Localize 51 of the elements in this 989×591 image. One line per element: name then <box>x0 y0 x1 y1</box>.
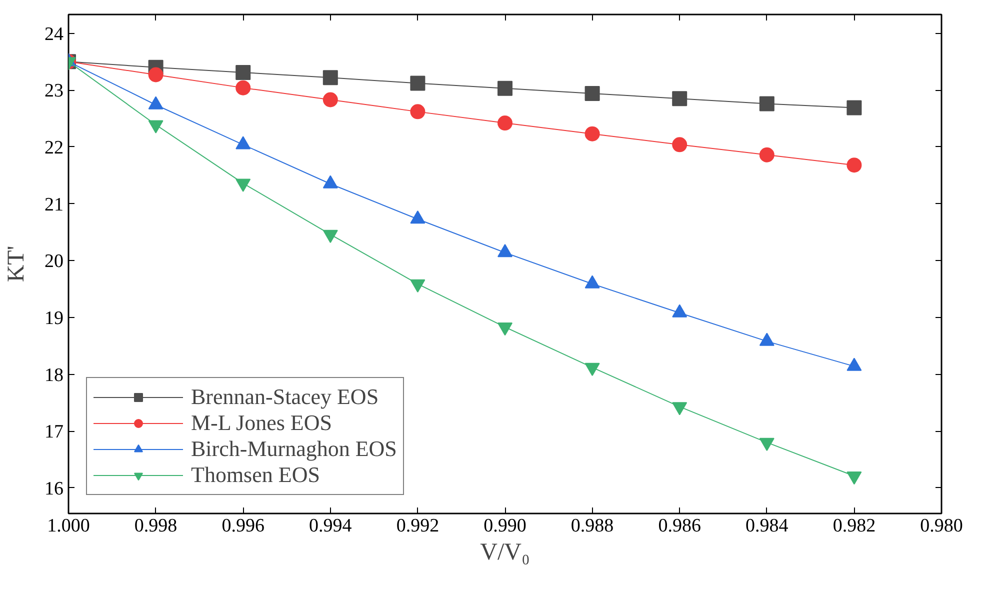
y-tick-label: 16 <box>44 478 64 500</box>
point <box>759 96 774 112</box>
x-tick-label: 0.986 <box>658 516 701 536</box>
point <box>846 158 862 173</box>
legend-label: Thomsen EOS <box>191 462 320 488</box>
x-tick-label: 0.980 <box>920 516 963 536</box>
legend-label: Brennan-Stacey EOS <box>191 384 379 410</box>
point <box>672 137 688 152</box>
x-tick-label: 1.000 <box>47 516 90 536</box>
point <box>584 362 600 376</box>
point <box>584 86 600 101</box>
y-axis-title: KT' <box>4 246 30 282</box>
y-tick-label: 19 <box>44 308 64 329</box>
point <box>672 402 688 416</box>
point <box>236 64 251 80</box>
point <box>846 100 862 116</box>
y-tick-label: 18 <box>44 364 64 386</box>
point <box>322 92 338 108</box>
point <box>672 91 688 106</box>
x-tick-label: 0.994 <box>309 516 352 536</box>
point <box>498 116 512 131</box>
y-tick-label: 17 <box>44 422 64 443</box>
y-tick-label: 20 <box>44 251 64 272</box>
point <box>236 80 251 96</box>
x-tick-label: 0.992 <box>396 516 440 536</box>
legend-label: M-L Jones EOS <box>191 410 332 436</box>
point <box>236 178 251 192</box>
x-tick-label: 0.990 <box>484 516 526 536</box>
x-tick-label: 0.988 <box>570 516 614 536</box>
point <box>410 279 426 292</box>
point <box>148 67 164 82</box>
point <box>410 104 426 120</box>
y-tick-label: 23 <box>44 80 64 102</box>
x-tick-label: 0.984 <box>746 516 789 536</box>
x-tick-label: 0.982 <box>832 516 876 536</box>
point <box>759 147 774 162</box>
y-tick-label: 24 <box>44 24 64 45</box>
point <box>584 126 600 142</box>
point <box>759 438 774 452</box>
x-tick-label: 0.998 <box>134 516 178 536</box>
point <box>322 230 338 244</box>
y-tick-label: 21 <box>44 194 64 216</box>
x-axis-title: V/V₀ <box>480 540 530 566</box>
point <box>846 471 862 485</box>
point <box>498 322 512 336</box>
x-tick-label: 0.996 <box>222 516 264 536</box>
point <box>498 80 512 96</box>
point <box>322 70 338 86</box>
point <box>410 76 426 91</box>
legend-label: Birch-Murnaghon EOS <box>191 436 397 462</box>
y-tick-label: 22 <box>44 137 64 158</box>
